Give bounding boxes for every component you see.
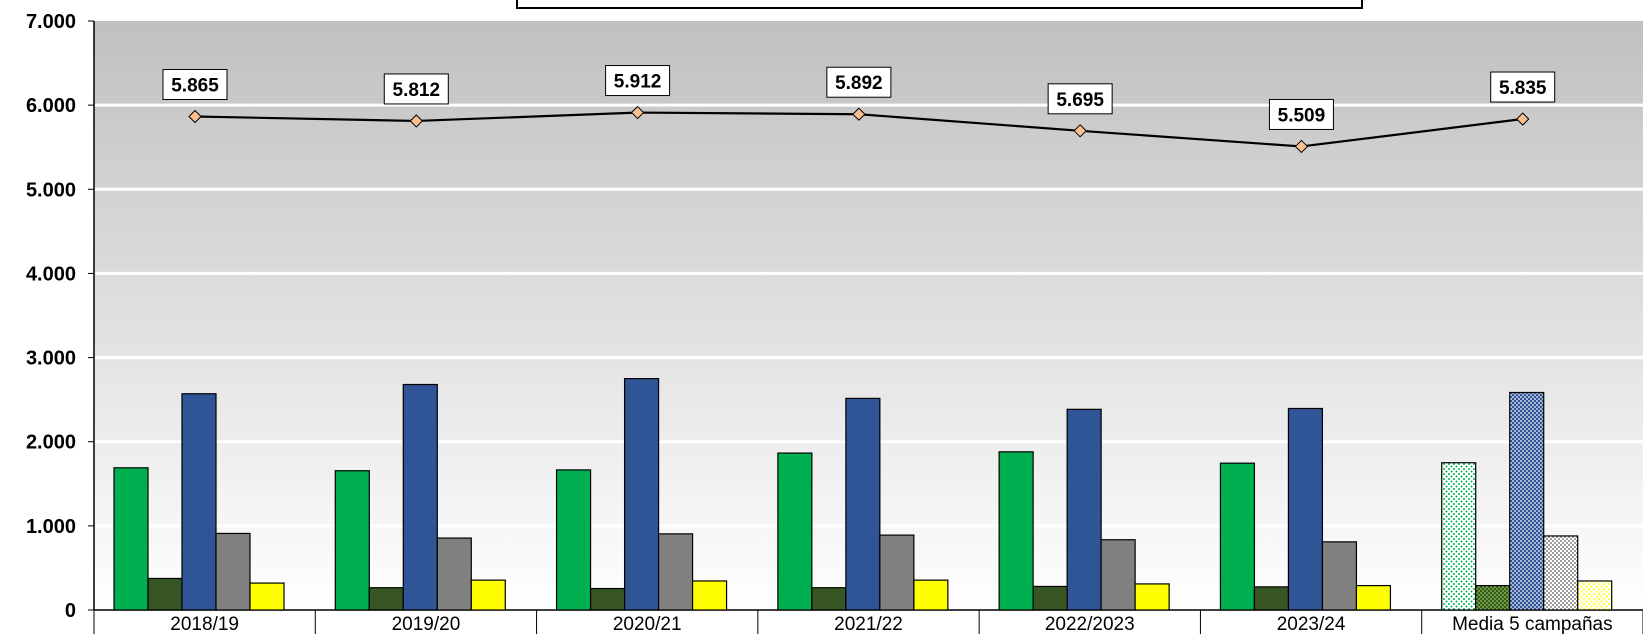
bar [470,579,506,611]
y-tick-label: 3.000 [26,348,76,370]
bar [402,383,438,611]
data-label: 5.865 [171,76,219,97]
bar [1475,584,1511,611]
bar [1543,535,1579,611]
line-marker [1516,112,1530,126]
x-tick-label: Media 5 campañas [1452,614,1613,634]
bar [1577,580,1613,611]
bar [1509,391,1545,611]
bar [845,397,881,611]
bar [913,579,949,611]
line-marker [630,105,645,120]
line-marker [852,107,866,121]
bar [657,533,694,611]
bar [1219,462,1256,611]
bar [1355,584,1392,611]
bar [113,467,149,611]
data-label-box [162,69,228,101]
bar [436,537,472,611]
data-label: 5.812 [393,80,441,101]
bar [811,587,847,611]
bar [1100,539,1136,611]
line-marker [1073,124,1087,138]
x-tick-label: 2018/19 [170,614,239,634]
y-tick-label: 6.000 [26,95,76,117]
y-tick-label: 0 [65,600,76,622]
x-tick-label: 2021/22 [834,614,903,634]
x-tick-label: 2023/24 [1277,614,1346,634]
bar [1441,462,1477,611]
bar [1321,541,1358,611]
data-label-box [383,73,449,105]
bar [215,532,251,611]
bar [368,587,404,611]
bar [1134,583,1170,611]
bar [334,470,370,611]
bar [1032,585,1068,611]
data-labels: 5.865 5.812 5.912 5.892 5.695 5.509 5.835 [162,65,1556,130]
y-tick-label: 1.000 [26,516,76,538]
data-label-box [826,66,892,98]
y-tick-label: 7.000 [26,11,76,33]
bar [998,451,1034,611]
chart-title-box [516,0,1363,9]
y-tick-label: 2.000 [26,432,76,454]
data-label: 5.912 [614,72,662,93]
y-tick-label: 4.000 [26,263,76,285]
line-marker [1294,139,1309,154]
data-label-box [1268,98,1334,130]
bar [777,452,813,611]
bar [623,378,660,611]
data-label: 5.695 [1056,90,1104,111]
line-marker [409,114,423,128]
bar [249,582,285,611]
bar [1066,408,1102,611]
data-label-box [605,65,671,97]
x-axis: 2018/19 2019/20 2020/21 2021/22 2022/2023 202… [93,609,1643,634]
bar [181,393,217,611]
bar [879,534,915,611]
data-label: 5.835 [1499,78,1547,99]
bar [555,469,592,611]
bar [589,587,626,611]
line-markers [188,105,1530,154]
bar [147,577,183,611]
data-label-box [1047,83,1113,115]
bar [691,580,728,611]
bar [1253,586,1290,611]
line-marker [188,109,202,124]
y-tick-label: 5.000 [26,179,76,201]
data-label: 5.509 [1278,105,1326,126]
y-axis: 0 1.000 2.000 3.000 4.000 5.000 6.000 7.000 [26,11,95,622]
bars [113,378,1613,611]
bar [1287,407,1324,611]
x-tick-label: 2020/21 [613,614,682,634]
data-label: 5.892 [835,73,883,94]
x-tick-label: 2019/20 [392,614,461,634]
x-tick-label: 2022/2023 [1045,614,1135,634]
data-label-box [1490,71,1556,103]
